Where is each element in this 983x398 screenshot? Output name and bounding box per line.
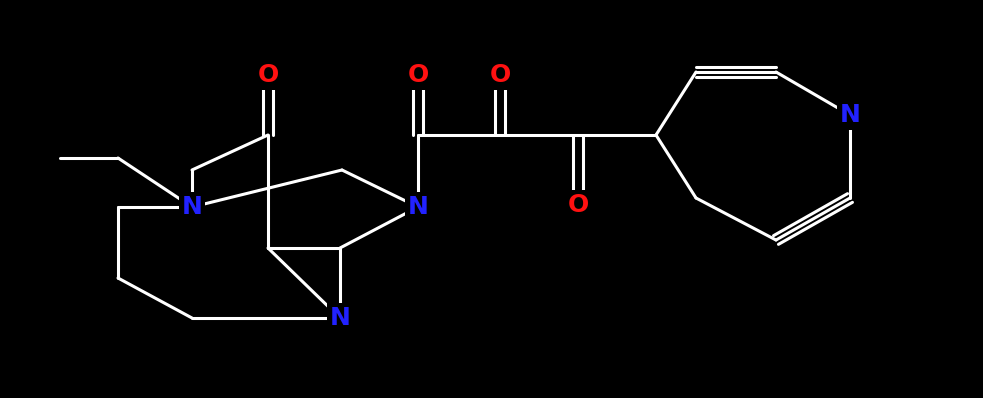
Text: N: N [839, 103, 860, 127]
Text: O: O [567, 193, 589, 217]
Text: N: N [329, 306, 350, 330]
Text: N: N [182, 195, 202, 219]
Text: O: O [407, 63, 429, 87]
Text: O: O [258, 63, 278, 87]
Text: N: N [408, 195, 429, 219]
Text: O: O [490, 63, 510, 87]
